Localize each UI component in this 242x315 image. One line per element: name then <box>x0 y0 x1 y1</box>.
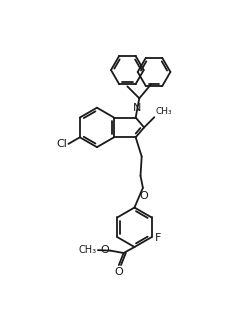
Text: F: F <box>154 233 161 243</box>
Text: O: O <box>114 267 123 277</box>
Text: Cl: Cl <box>56 139 67 149</box>
Text: O: O <box>100 245 109 255</box>
Text: CH₃: CH₃ <box>79 245 97 255</box>
Text: N: N <box>133 103 141 113</box>
Text: CH₃: CH₃ <box>155 107 172 117</box>
Text: O: O <box>140 191 149 201</box>
